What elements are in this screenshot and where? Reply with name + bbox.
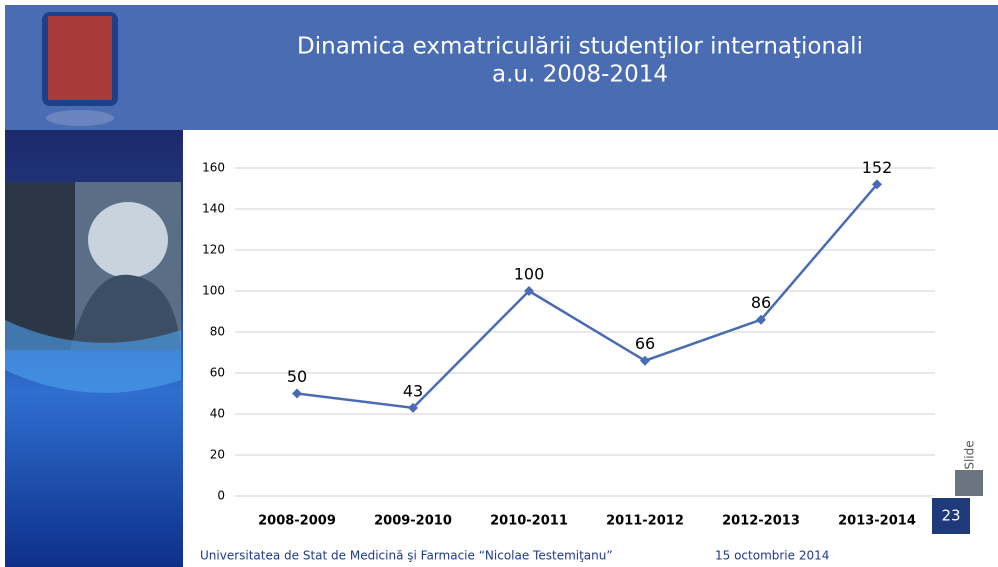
x-tick-label: 2012-2013 bbox=[722, 514, 800, 529]
plot: 0 20 40 60 80 100 120 140 160 2008-2009 2009-2010 2… bbox=[202, 158, 935, 529]
data-label: 43 bbox=[403, 381, 423, 400]
slide-label: Slide bbox=[963, 440, 977, 469]
data-label: 86 bbox=[751, 293, 771, 312]
marker bbox=[408, 402, 418, 413]
y-tick-label: 80 bbox=[210, 325, 225, 339]
y-tick-label: 100 bbox=[202, 284, 225, 298]
marker bbox=[524, 286, 534, 296]
header-band bbox=[5, 5, 998, 130]
slide-number: 23 bbox=[941, 507, 960, 525]
subtitle: a.u. 2008-2014 bbox=[492, 62, 668, 88]
slide-number-box bbox=[930, 496, 972, 536]
data-label: 100 bbox=[514, 265, 545, 284]
data-label: 50 bbox=[287, 367, 307, 386]
line bbox=[296, 183, 878, 410]
marker bbox=[292, 388, 302, 399]
y-tick-label: 160 bbox=[202, 161, 225, 175]
x-tick-label: 2013-2014 bbox=[838, 514, 916, 529]
y-tick-label: 60 bbox=[210, 366, 225, 380]
marker bbox=[640, 355, 650, 366]
logo bbox=[42, 12, 118, 126]
y-tick-label: 120 bbox=[202, 243, 225, 257]
title: Dinamica exmatriculării studenţilor inte… bbox=[297, 34, 863, 60]
x-tick-label: 2009-2010 bbox=[374, 514, 452, 529]
data-label: 66 bbox=[635, 334, 655, 353]
y-tick-label: 40 bbox=[210, 407, 225, 421]
marker bbox=[756, 314, 766, 325]
x-tick-label: 2011-2012 bbox=[606, 514, 684, 529]
marker bbox=[872, 179, 882, 190]
data-label: 152 bbox=[862, 158, 893, 177]
footer-date: 15 octombrie 2014 bbox=[715, 549, 829, 563]
side-photo bbox=[5, 182, 181, 393]
y-tick-label: 140 bbox=[202, 202, 225, 216]
x-tick-label: 2010-2011 bbox=[490, 514, 568, 529]
y-tick-label: 20 bbox=[210, 448, 225, 462]
footer-university: Universitatea de Stat de Medicină şi Far… bbox=[200, 549, 613, 563]
x-tick-label: 2008-2009 bbox=[258, 514, 336, 529]
y-tick-label: 0 bbox=[217, 489, 225, 503]
slide-icon bbox=[955, 470, 983, 496]
